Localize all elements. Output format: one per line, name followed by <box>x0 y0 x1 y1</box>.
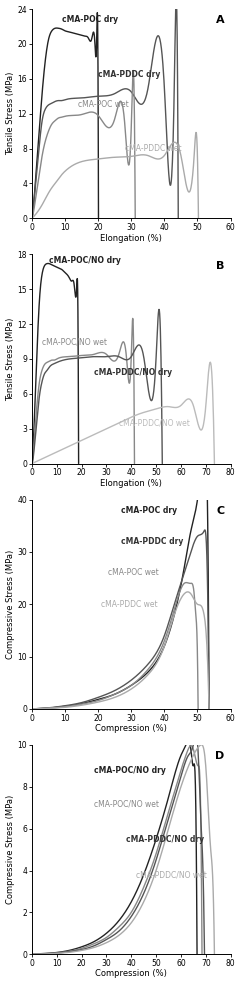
Text: cMA-PDDC dry: cMA-PDDC dry <box>98 70 161 79</box>
X-axis label: Elongation (%): Elongation (%) <box>100 479 162 488</box>
Y-axis label: Tensile Stress (MPa): Tensile Stress (MPa) <box>6 72 15 155</box>
Text: cMA-PDDC/NO wet: cMA-PDDC/NO wet <box>136 870 207 879</box>
Text: C: C <box>216 506 225 516</box>
Y-axis label: Compressive Stress (MPa): Compressive Stress (MPa) <box>6 795 15 904</box>
Text: cMA-PDDC/NO dry: cMA-PDDC/NO dry <box>94 368 172 378</box>
Text: cMA-PDDC dry: cMA-PDDC dry <box>121 537 184 546</box>
Y-axis label: Tensile Stress (MPa): Tensile Stress (MPa) <box>6 317 15 400</box>
Text: cMA-POC dry: cMA-POC dry <box>62 15 118 24</box>
Text: A: A <box>216 16 225 26</box>
Text: cMA-PDDC wet: cMA-PDDC wet <box>125 144 181 154</box>
Text: D: D <box>215 751 225 762</box>
Text: cMA-POC/NO wet: cMA-POC/NO wet <box>42 338 107 346</box>
Text: cMA-POC/NO dry: cMA-POC/NO dry <box>94 766 166 774</box>
Text: cMA-POC wet: cMA-POC wet <box>108 569 159 578</box>
X-axis label: Elongation (%): Elongation (%) <box>100 233 162 242</box>
Text: cMA-POC/NO wet: cMA-POC/NO wet <box>94 799 159 808</box>
Text: cMA-PDDC wet: cMA-PDDC wet <box>101 600 158 609</box>
Text: cMA-PDDC/NO wet: cMA-PDDC/NO wet <box>119 418 190 427</box>
Text: cMA-PDDC/NO dry: cMA-PDDC/NO dry <box>126 834 204 843</box>
X-axis label: Compression (%): Compression (%) <box>95 969 167 978</box>
Text: cMA-POC/NO dry: cMA-POC/NO dry <box>49 256 121 265</box>
Text: cMA-POC dry: cMA-POC dry <box>121 506 177 515</box>
Text: cMA-POC wet: cMA-POC wet <box>78 100 129 109</box>
Text: B: B <box>216 261 225 271</box>
Y-axis label: Compressive Stress (MPa): Compressive Stress (MPa) <box>6 550 14 659</box>
X-axis label: Compression (%): Compression (%) <box>95 724 167 733</box>
